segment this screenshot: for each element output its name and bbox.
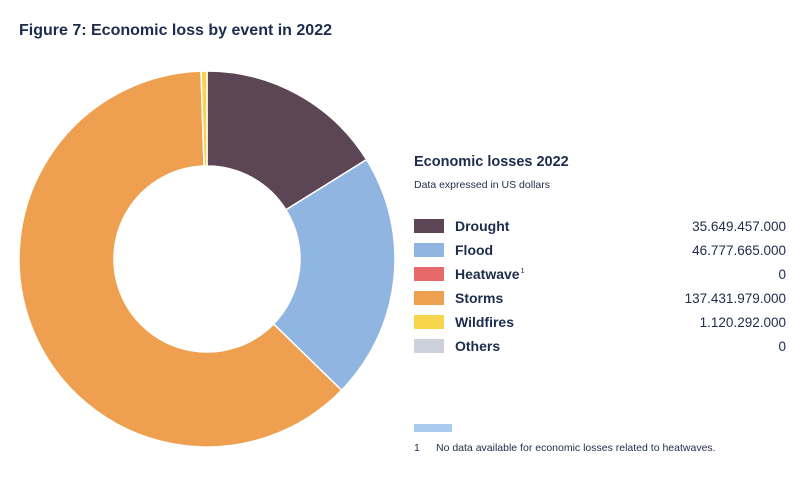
legend-value: 0: [778, 266, 786, 282]
legend-value: 46.777.665.000: [692, 242, 786, 258]
slice-wildfires: [200, 70, 208, 167]
legend-value: 1.120.292.000: [699, 314, 786, 330]
legend-label: Drought: [455, 218, 692, 234]
slice-drought: [206, 70, 368, 211]
donut-svg: [18, 70, 396, 448]
legend-label: Storms: [455, 290, 685, 306]
legend-swatch: [414, 267, 444, 281]
footnote-bar: [414, 424, 452, 432]
legend-swatch: [414, 219, 444, 233]
legend-value: 137.431.979.000: [684, 290, 786, 306]
donut-chart: [18, 70, 396, 448]
legend-label-text: Others: [455, 338, 501, 354]
footnote-text: No data available for economic losses re…: [436, 442, 716, 454]
legend-swatch: [414, 339, 444, 353]
legend-value: 0: [778, 338, 786, 354]
legend-swatch: [414, 291, 444, 305]
legend-swatch: [414, 315, 444, 329]
footnote: 1 No data available for economic losses …: [414, 442, 716, 454]
footnote-marker: 1: [414, 442, 420, 454]
legend-item-storms: Storms 137.431.979.000: [414, 286, 786, 310]
legend-swatch: [414, 243, 444, 257]
legend-label: Wildfires: [455, 314, 700, 330]
legend-item-others: Others 0: [414, 334, 786, 358]
legend-label-text: Wildfires: [455, 314, 514, 330]
legend-label-text: Storms: [455, 290, 504, 306]
legend-label-text: Flood: [455, 242, 494, 258]
legend-label: Flood: [455, 242, 692, 258]
figure-title: Figure 7: Economic loss by event in 2022: [19, 22, 332, 39]
legend-label: Others: [455, 338, 778, 354]
legend-value: 35.649.457.000: [692, 218, 786, 234]
slice-flood: [272, 158, 396, 392]
legend-title: Economic losses 2022: [414, 154, 569, 170]
legend: Economic losses 2022 Data expressed in U…: [414, 154, 786, 358]
legend-label: Heatwave1: [455, 266, 778, 282]
legend-label-text: Heatwave: [455, 266, 520, 282]
legend-label-text: Drought: [455, 218, 510, 234]
legend-item-flood: Flood 46.777.665.000: [414, 238, 786, 262]
legend-item-heatwave: Heatwave1 0: [414, 262, 786, 286]
legend-subtitle: Data expressed in US dollars: [414, 179, 550, 191]
legend-item-drought: Drought 35.649.457.000: [414, 214, 786, 238]
footnote-reference: 1: [520, 268, 525, 276]
legend-item-wildfires: Wildfires 1.120.292.000: [414, 310, 786, 334]
slice-storms: [18, 70, 343, 448]
legend-list: Drought 35.649.457.000 Flood 46.777.665.000…: [414, 214, 786, 358]
